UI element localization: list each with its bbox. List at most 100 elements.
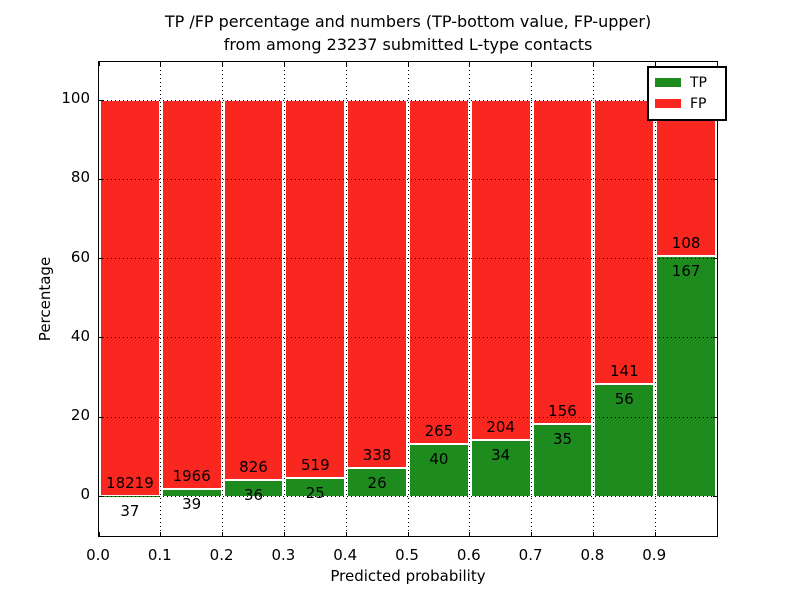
- x-tick-label: 0.3: [271, 546, 296, 564]
- bar-tp-segment: [347, 468, 407, 497]
- x-tick-label: 0.7: [518, 546, 543, 564]
- gridline-vertical: [407, 62, 409, 536]
- tick-mark: [469, 532, 471, 536]
- legend-entry-fp: FP: [655, 93, 719, 114]
- tp-swatch: [655, 78, 681, 87]
- tick-mark: [407, 532, 409, 536]
- tick-mark: [592, 532, 594, 536]
- tick-mark: [99, 178, 103, 180]
- gridline-horizontal: [99, 178, 717, 180]
- tick-mark: [654, 532, 656, 536]
- bar-tp-segment: [409, 444, 469, 497]
- tick-mark: [469, 62, 471, 66]
- fp-count-label: 141: [609, 361, 639, 380]
- tp-count-label: 167: [671, 261, 701, 280]
- tick-mark: [713, 337, 717, 339]
- tick-mark: [222, 532, 224, 536]
- tick-mark: [160, 62, 162, 66]
- tick-mark: [99, 416, 103, 418]
- chart-title-line2: from among 23237 submitted L-type contac…: [223, 35, 593, 54]
- fp-count-label: 338: [362, 446, 392, 465]
- tick-mark: [713, 495, 717, 497]
- fp-count-label: 265: [424, 422, 454, 441]
- gridline-vertical: [160, 62, 162, 536]
- tp-count-label: 34: [491, 445, 511, 464]
- y-tick-label: 100: [61, 89, 90, 108]
- bar-tp-segment: [161, 488, 222, 497]
- tick-mark: [160, 532, 162, 536]
- y-tick-label: 20: [70, 406, 90, 425]
- bar-tp-segment: [594, 383, 655, 497]
- bar-fp-segment: [223, 100, 284, 480]
- gridline-horizontal: [99, 337, 717, 339]
- fp-count-label: 1966: [172, 466, 211, 485]
- tick-mark: [283, 532, 285, 536]
- y-tick-label: 40: [70, 326, 90, 345]
- x-axis-label: Predicted probability: [330, 567, 486, 585]
- legend-label-fp: FP: [690, 95, 707, 112]
- gridline-vertical: [283, 62, 285, 536]
- tp-count-label: 36: [243, 485, 264, 504]
- tp-count-label: 25: [305, 484, 325, 503]
- bar-tp-segment: [470, 439, 531, 497]
- tick-mark: [592, 62, 594, 66]
- fp-count-label: 519: [300, 456, 330, 475]
- gridline-vertical: [592, 62, 594, 536]
- gridline-vertical: [345, 62, 347, 536]
- tick-mark: [713, 416, 717, 418]
- tick-mark: [98, 532, 100, 536]
- tick-mark: [283, 62, 285, 66]
- fp-count-label: 204: [486, 417, 516, 436]
- tick-mark: [531, 62, 533, 66]
- x-tick-label: 0.5: [395, 546, 419, 564]
- legend: TP FP: [647, 66, 727, 121]
- x-tick-label: 0.9: [642, 546, 667, 564]
- x-tick-label: 0.8: [580, 546, 605, 564]
- plot-area: 18219 37 1966 39 826 36 519 25 338 26 265 40 204 34 15…: [98, 61, 718, 537]
- tp-count-label: 26: [367, 474, 387, 493]
- x-tick-label: 0.2: [209, 546, 234, 564]
- gridline-horizontal: [99, 416, 717, 418]
- x-tick-label: 0.4: [333, 546, 358, 564]
- bar-fp-segment: [470, 100, 531, 440]
- tick-mark: [99, 337, 103, 339]
- x-tick-label: 0.6: [456, 546, 481, 564]
- tp-count-label: 37: [120, 501, 140, 520]
- tick-mark: [99, 258, 103, 260]
- gridline-vertical: [654, 62, 656, 536]
- x-tick-label: 0.0: [86, 546, 110, 564]
- bar-fp-segment: [285, 100, 346, 479]
- tick-mark: [222, 62, 224, 66]
- gridline-horizontal: [99, 99, 717, 101]
- tp-count-label: 56: [614, 389, 634, 408]
- tick-mark: [407, 62, 409, 66]
- tick-mark: [99, 495, 103, 497]
- bar-tp-segment: [223, 479, 284, 497]
- bar-fp-segment: [594, 100, 655, 384]
- gridline-horizontal: [99, 495, 717, 497]
- fp-swatch: [655, 99, 681, 108]
- tick-mark: [345, 532, 347, 536]
- gridline-horizontal: [99, 258, 717, 260]
- bar-tp-segment: [656, 255, 716, 497]
- gridline-vertical: [531, 62, 533, 536]
- fp-count-label: 826: [239, 457, 268, 476]
- bar-tp-segment: [285, 478, 346, 497]
- fp-count-label: 156: [548, 401, 577, 420]
- tick-mark: [99, 99, 103, 101]
- legend-label-tp: TP: [690, 74, 707, 91]
- gridline-vertical: [469, 62, 471, 536]
- tick-mark: [713, 178, 717, 180]
- tp-count-label: 39: [182, 494, 202, 513]
- bar-fp-segment: [100, 100, 160, 496]
- bar-fp-segment: [161, 100, 222, 489]
- tp-count-label: 35: [552, 429, 573, 448]
- bar-fp-segment: [347, 100, 407, 469]
- chart-title-line1: TP /FP percentage and numbers (TP-bottom…: [164, 12, 652, 31]
- tp-count-label: 40: [429, 450, 449, 469]
- tick-mark: [531, 532, 533, 536]
- y-tick-label: 0: [80, 485, 90, 504]
- legend-entry-tp: TP: [655, 72, 719, 93]
- bar-fp-segment: [409, 100, 469, 445]
